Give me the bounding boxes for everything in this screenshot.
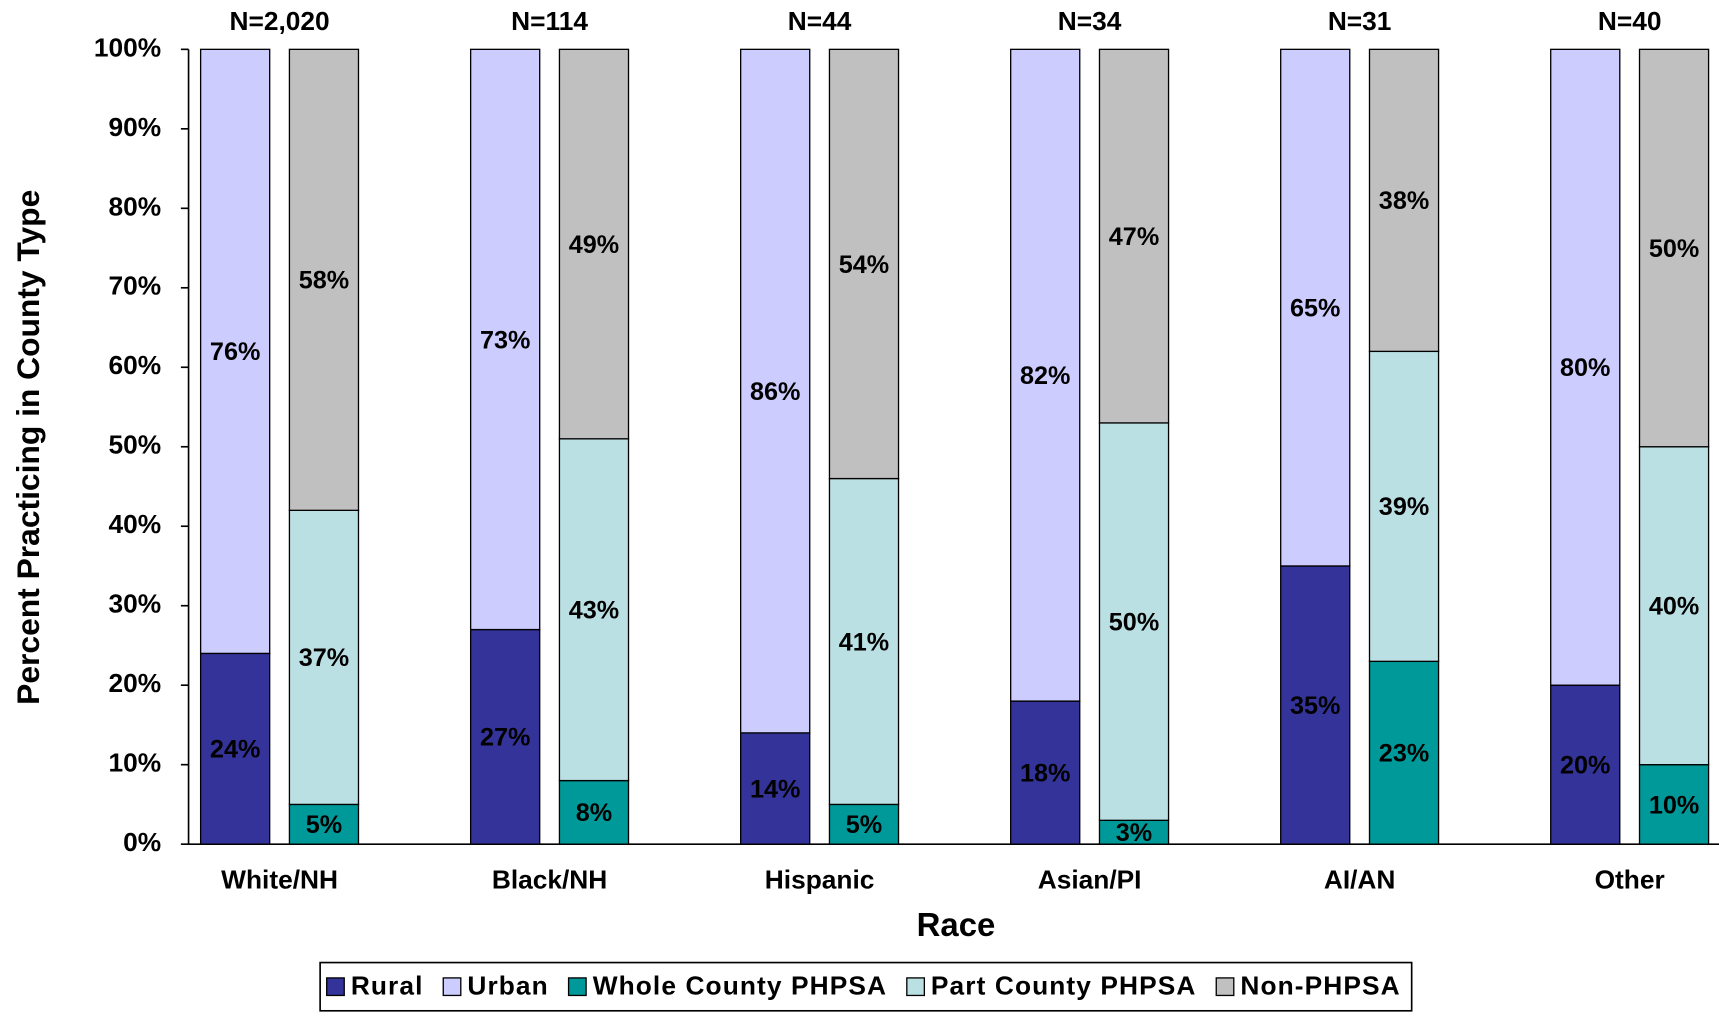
value-label: 65% (1290, 295, 1340, 323)
value-label: 86% (750, 378, 800, 406)
value-label: 24% (210, 736, 260, 764)
legend-swatch (567, 977, 587, 997)
value-label: 76% (210, 338, 260, 366)
legend-label: Whole County PHPSA (593, 971, 887, 1001)
bar-segment (558, 779, 630, 845)
legend: Rural Urban Whole County PHPSA Part County … (319, 961, 1413, 1012)
bar-segment (469, 628, 541, 845)
group-annotation: N=114 (511, 6, 588, 36)
y-tick-label: 20% (109, 668, 162, 698)
bar-segment (1368, 350, 1440, 663)
bar-segment (1550, 48, 1621, 686)
legend-label: Rural (351, 971, 424, 1001)
bar-segment (828, 803, 900, 845)
y-tick-label: 0% (123, 827, 161, 857)
value-label: 10% (1649, 791, 1699, 819)
bar-segment (288, 48, 360, 511)
group-annotation: N=31 (1328, 6, 1392, 36)
y-tick-label: 70% (109, 271, 162, 301)
legend-swatch (906, 977, 926, 997)
bar-segment (828, 48, 900, 480)
value-label: 40% (1649, 593, 1699, 621)
y-tick-label: 30% (109, 589, 162, 619)
bar-segment (199, 48, 271, 655)
bar-segment (1010, 48, 1081, 702)
bar-segment (1280, 565, 1351, 845)
bar-segment (1638, 446, 1710, 766)
bar-segment (1098, 48, 1170, 424)
bar-segment (1280, 48, 1351, 567)
value-label: 73% (480, 326, 530, 354)
value-label: 47% (1109, 223, 1159, 251)
bar-segment (1368, 660, 1440, 845)
value-label: 3% (1116, 819, 1152, 847)
legend-swatch (326, 977, 345, 997)
bar-segment (199, 652, 271, 845)
value-label: 50% (1109, 608, 1159, 636)
value-label: 14% (750, 775, 800, 803)
value-label: 8% (576, 799, 612, 827)
group-annotation: N=40 (1598, 6, 1662, 36)
x-tick-label: Other (1595, 864, 1665, 894)
value-label: 49% (569, 231, 619, 259)
bar-segment (1010, 700, 1081, 845)
value-label: 38% (1379, 187, 1429, 215)
y-tick-label: 10% (109, 748, 162, 778)
value-label: 5% (846, 811, 882, 839)
value-label: 5% (306, 811, 342, 839)
value-label: 39% (1379, 493, 1429, 521)
x-axis-label: Race (917, 906, 996, 943)
value-label: 23% (1379, 740, 1429, 768)
x-tick-label: White/NH (221, 864, 338, 894)
bar-segment (558, 48, 630, 440)
y-tick-label: 90% (109, 112, 162, 142)
bar-segment (469, 48, 541, 631)
value-label: 80% (1560, 354, 1610, 382)
value-label: 82% (1020, 362, 1070, 390)
bar-segment (1368, 48, 1440, 353)
y-tick-label: 80% (109, 191, 162, 221)
value-label: 37% (299, 644, 349, 672)
value-label: 43% (569, 597, 619, 625)
group-annotation: N=44 (788, 6, 852, 36)
x-tick-label: Hispanic (765, 864, 875, 894)
value-label: 27% (480, 724, 530, 752)
legend-label: Urban (467, 971, 548, 1001)
y-tick-label: 100% (94, 32, 161, 62)
bar-segment (558, 438, 630, 782)
value-label: 50% (1649, 235, 1699, 263)
bar-segment (1550, 684, 1621, 845)
bar-segment (288, 803, 360, 845)
bar-segment (288, 509, 360, 806)
value-label: 20% (1560, 752, 1610, 780)
bar-segment (740, 48, 811, 734)
value-label: 35% (1290, 692, 1340, 720)
legend-swatch (442, 977, 462, 997)
x-tick-label: Black/NH (492, 864, 607, 894)
legend-frame (319, 961, 1413, 1012)
legend-swatch (1215, 977, 1235, 997)
legend-label: Non-PHPSA (1240, 971, 1400, 1001)
y-tick-label: 40% (109, 509, 162, 539)
bar-segment (1638, 48, 1710, 448)
value-label: 58% (299, 267, 349, 295)
x-tick-label: Asian/PI (1038, 864, 1142, 894)
group-annotation: N=2,020 (229, 6, 329, 36)
y-axis-label: Percent Practicing in County Type (10, 190, 46, 705)
group-annotation: N=34 (1058, 6, 1122, 36)
y-tick-label: 50% (109, 430, 162, 460)
legend-label: Part County PHPSA (931, 971, 1197, 1001)
value-label: 41% (839, 628, 889, 656)
x-tick-label: AI/AN (1324, 864, 1396, 894)
y-tick-label: 60% (109, 350, 162, 380)
value-label: 54% (839, 251, 889, 279)
value-label: 18% (1020, 759, 1070, 787)
bar-segment (828, 477, 900, 806)
